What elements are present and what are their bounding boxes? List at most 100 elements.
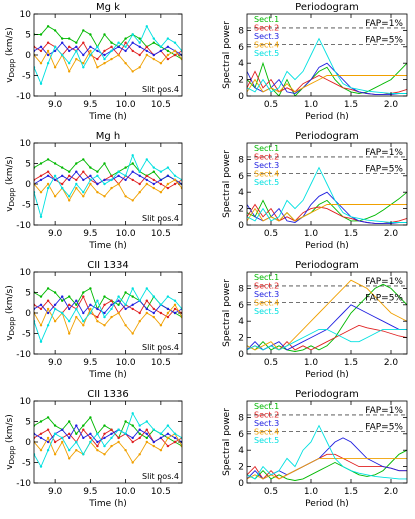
data-point [82, 191, 85, 194]
data-point [103, 303, 106, 306]
x-tick-label: 1.5 [344, 229, 358, 239]
legend-entry-sect-3: Sect.3 [254, 32, 279, 41]
x-tick-label: 9.0 [48, 229, 63, 239]
legend-entry-sect-2: Sect.2 [254, 282, 279, 291]
data-point [53, 178, 57, 182]
data-point [110, 436, 113, 440]
data-point [89, 303, 92, 306]
x-tick-label: 2.0 [384, 229, 399, 239]
data-point [46, 440, 50, 444]
data-point [75, 182, 78, 186]
y-tick-label: 6 [238, 301, 244, 311]
data-point [110, 49, 113, 53]
data-point [75, 49, 78, 53]
data-point [159, 324, 163, 327]
data-point [166, 444, 170, 448]
data-point [96, 191, 99, 194]
y-tick-label: 6 [238, 172, 244, 182]
data-point [96, 170, 99, 173]
series-line-sect-5 [34, 412, 182, 468]
x-tick-label: 10.0 [116, 358, 136, 368]
data-point [53, 66, 57, 69]
slit-annotation: Slit pos.4 [142, 214, 179, 223]
data-point [82, 436, 85, 440]
data-point [46, 324, 50, 327]
data-point [131, 412, 134, 415]
y-tick-label: -10 [16, 350, 31, 360]
data-point [46, 158, 50, 161]
y-tick-label: 5 [25, 289, 31, 299]
x-tick-label: 1.5 [344, 487, 358, 497]
y-axis-label: Spectral power [222, 408, 232, 476]
fap-label: FAP=5% [365, 35, 403, 45]
data-point [173, 432, 177, 435]
data-point [39, 303, 43, 306]
x-tick-label: 0.5 [264, 229, 278, 239]
data-point [117, 303, 120, 306]
data-point [110, 186, 113, 190]
series-line-sect-1 [247, 283, 407, 352]
data-point [75, 186, 78, 190]
data-point [152, 178, 155, 182]
data-point [39, 465, 43, 468]
data-layer [247, 279, 407, 352]
data-point [110, 432, 113, 435]
data-point [103, 57, 106, 61]
y-tick-label: 4 [238, 446, 244, 456]
data-point [103, 424, 106, 427]
panel-7-timeseries: CII 1336 9.0 9.5 10.0 10.5 -10 -5 0 5 10 Time (h) v… [5, 389, 183, 509]
data-point [46, 311, 50, 315]
data-point [110, 428, 113, 431]
data-point [145, 174, 148, 177]
data-point [96, 49, 99, 53]
legend-entry-sect-4: Sect.4 [254, 170, 279, 179]
data-point [53, 303, 57, 306]
data-point [131, 49, 134, 53]
data-point [166, 307, 170, 311]
data-point [75, 299, 78, 302]
data-point [131, 170, 134, 173]
y-tick-label: 5 [25, 418, 31, 428]
data-point [131, 178, 134, 182]
data-point [124, 174, 127, 177]
data-point [96, 320, 99, 323]
data-point [82, 62, 85, 65]
data-point [152, 170, 155, 173]
data-point [39, 178, 43, 182]
x-tick-label: 10.5 [151, 229, 171, 239]
data-point [39, 162, 43, 165]
series-line-sect-5 [247, 37, 407, 94]
x-tick-label: 10.5 [151, 358, 171, 368]
y-axis-label: Spectral power [222, 150, 232, 218]
data-point [39, 82, 43, 85]
data-point [117, 53, 120, 57]
data-point [166, 186, 170, 190]
data-point [173, 182, 177, 186]
data-point [103, 324, 106, 327]
data-point [152, 53, 155, 57]
data-point [124, 324, 127, 327]
y-tick-label: 6 [238, 430, 244, 440]
data-point [117, 170, 120, 173]
data-point [138, 311, 141, 315]
x-axis-label: Time (h) [88, 241, 127, 251]
data-point [39, 49, 43, 53]
y-axis-label: vDopp (km/s) [5, 285, 16, 340]
legend-entry-sect-3: Sect.3 [254, 419, 279, 428]
x-tick-label: 9.5 [83, 229, 97, 239]
data-point [173, 178, 177, 182]
data-point [75, 57, 78, 61]
legend-entry-sect-3: Sect.3 [254, 290, 279, 299]
data-point [61, 174, 64, 177]
data-point [145, 25, 148, 28]
data-point [117, 174, 120, 177]
data-point [53, 162, 57, 165]
series-line-sect-5 [34, 154, 182, 219]
x-axis-label: Period (h) [305, 112, 349, 122]
data-point [159, 170, 163, 173]
data-point [152, 311, 155, 315]
data-point [124, 178, 127, 182]
data-point [75, 449, 78, 452]
y-tick-label: 5 [25, 31, 31, 41]
